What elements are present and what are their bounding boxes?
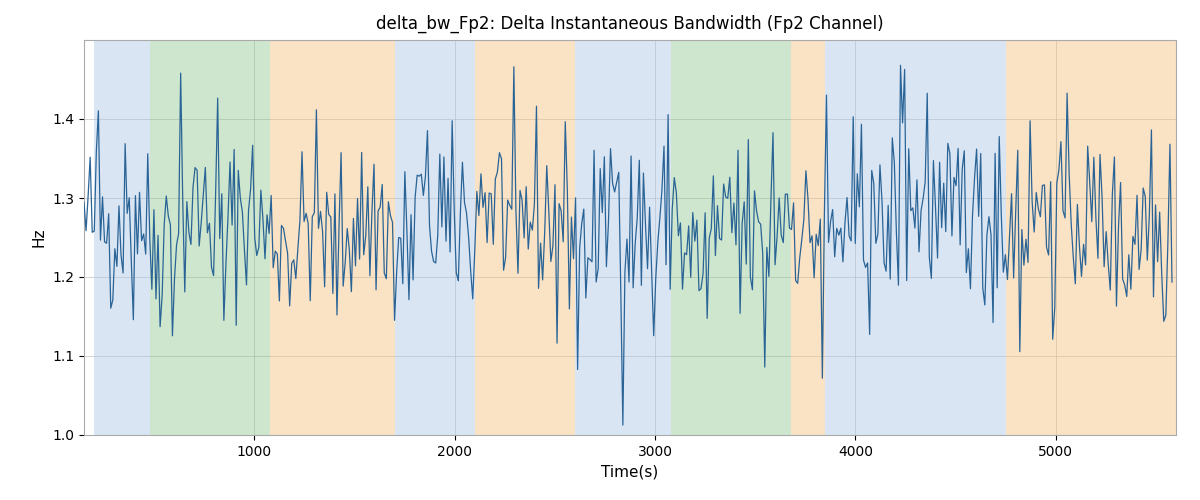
Y-axis label: Hz: Hz bbox=[31, 228, 47, 247]
Bar bbox=[270, 40, 395, 435]
Bar bbox=[826, 40, 1006, 435]
Bar bbox=[395, 40, 475, 435]
Bar bbox=[575, 40, 671, 435]
X-axis label: Time(s): Time(s) bbox=[601, 464, 659, 479]
Bar bbox=[1006, 40, 1176, 435]
Bar bbox=[475, 40, 575, 435]
Bar bbox=[150, 40, 270, 435]
Bar bbox=[791, 40, 826, 435]
Bar bbox=[671, 40, 791, 435]
Title: delta_bw_Fp2: Delta Instantaneous Bandwidth (Fp2 Channel): delta_bw_Fp2: Delta Instantaneous Bandwi… bbox=[376, 15, 884, 33]
Bar bbox=[94, 40, 150, 435]
